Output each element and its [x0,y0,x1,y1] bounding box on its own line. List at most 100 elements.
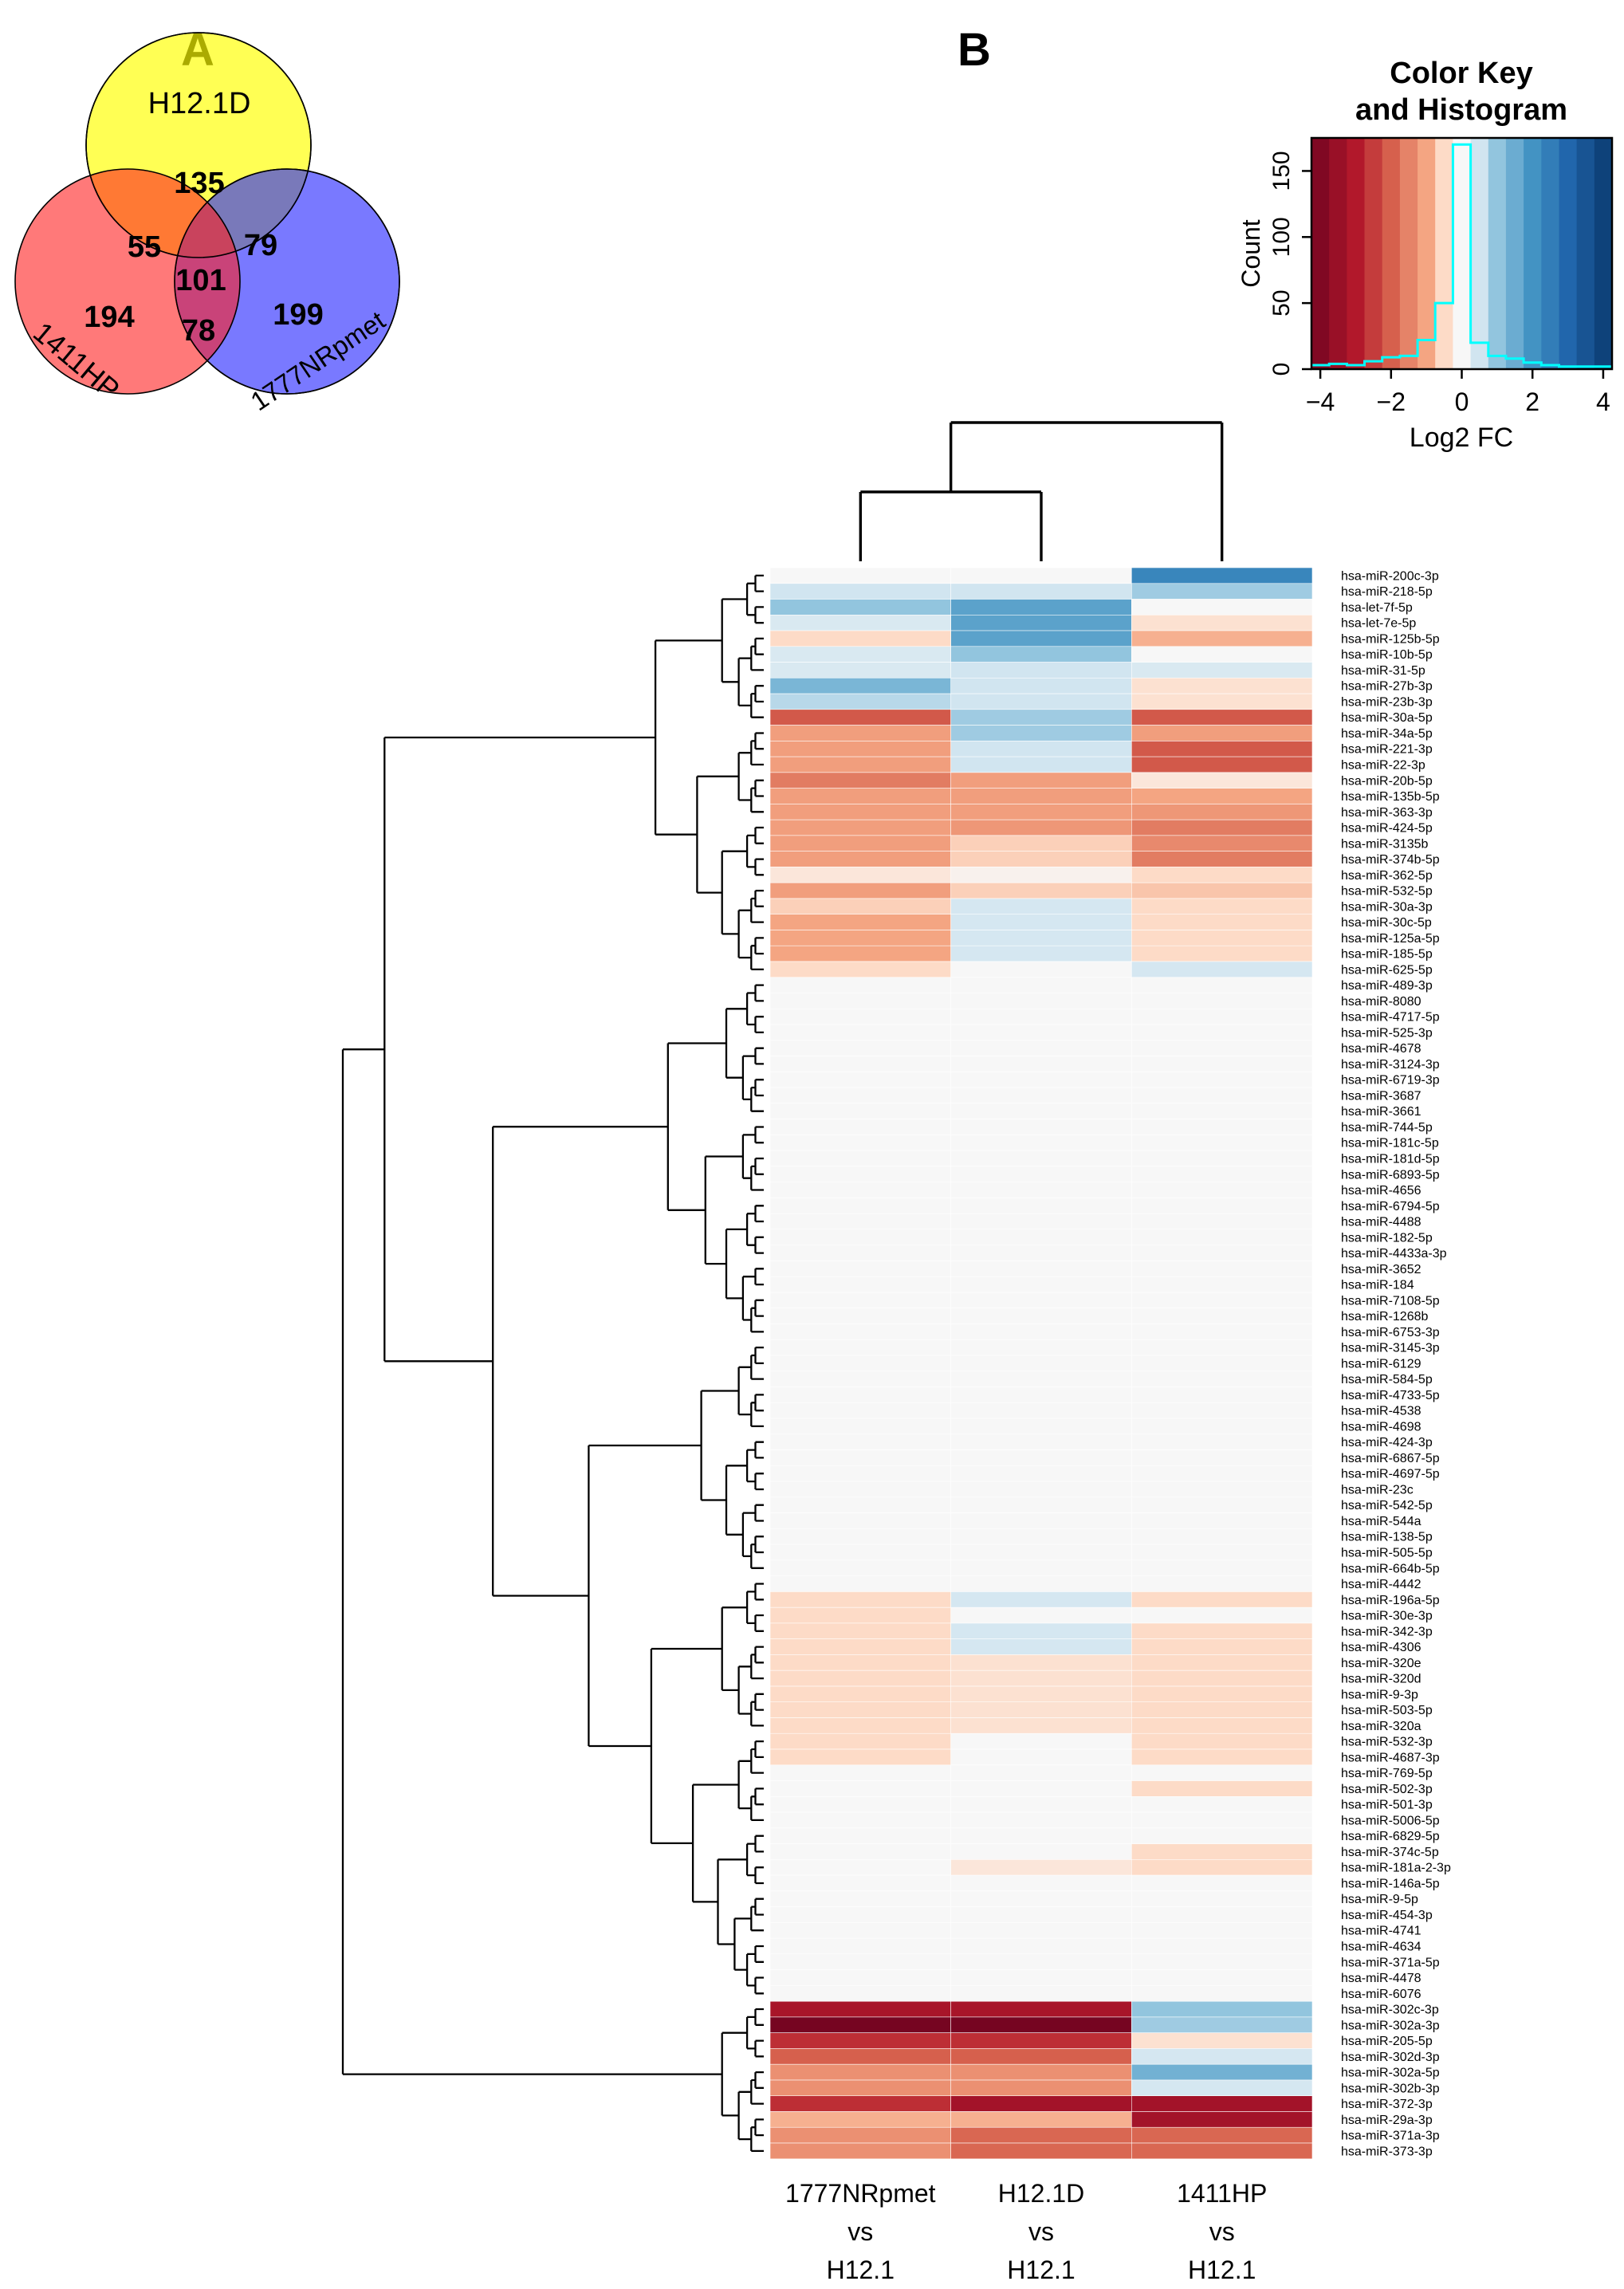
heatmap-cell [1131,1386,1313,1403]
heatmap-cell [769,914,951,930]
heatmap-cell [1131,1323,1313,1340]
heatmap-cell [1131,1497,1313,1513]
heatmap-cell [1131,898,1313,915]
heatmap-cell [1131,1056,1313,1072]
heatmap-cell [769,2111,951,2128]
row-label: hsa-miR-8080 [1341,995,1421,1009]
heatmap-cell [1131,1040,1313,1056]
row-label: hsa-miR-373-3p [1341,2145,1433,2158]
heatmap-cell [950,583,1132,600]
heatmap-cell [950,898,1132,915]
row-label: hsa-miR-6829-5p [1341,1830,1440,1843]
heatmap-cell [950,2032,1132,2049]
heatmap-cell [1131,709,1313,726]
row-label: hsa-miR-6076 [1341,1988,1421,2001]
row-label: hsa-miR-4538 [1341,1405,1421,1418]
heatmap-cell [950,1906,1132,1923]
heatmap-cell [769,1308,951,1324]
heatmap-cell [950,599,1132,616]
heatmap-cell [769,1717,951,1734]
heatmap-cell [950,1371,1132,1387]
heatmap-cell [1131,1969,1313,1986]
heatmap-cell [769,1843,951,1860]
color-key-band [1399,138,1418,369]
heatmap-cell [950,1119,1132,1135]
heatmap-cell [1131,835,1313,852]
row-label: hsa-miR-4678 [1341,1042,1421,1056]
row-label: hsa-miR-4697-5p [1341,1468,1440,1481]
heatmap-cell [950,1512,1132,1529]
heatmap-cell [1131,614,1313,631]
heatmap-cell [769,741,951,757]
heatmap-cell [769,1544,951,1561]
heatmap-cell [1131,851,1313,867]
row-label: hsa-miR-532-3p [1341,1736,1433,1749]
heatmap-cell [950,1386,1132,1403]
heatmap-cell [950,961,1132,978]
row-label: hsa-miR-302b-3p [1341,2082,1440,2095]
heatmap-cell [769,851,951,867]
heatmap-cell [1131,725,1313,741]
row-label: hsa-miR-302a-3p [1341,2019,1440,2032]
heatmap-cell [1131,630,1313,647]
column-label: H12.1 [1007,2256,1075,2284]
heatmap-cell [950,1449,1132,1466]
heatmap-cell [950,867,1132,883]
row-label: hsa-miR-181a-2-3p [1341,1862,1451,1875]
heatmap-cell [769,867,951,883]
row-label: hsa-miR-30e-3p [1341,1610,1433,1623]
row-label: hsa-miR-125b-5p [1341,632,1440,646]
heatmap-cell [1131,1434,1313,1450]
heatmap-cell [769,1528,951,1545]
heatmap-cell [769,2063,951,2081]
row-label: hsa-miR-23b-3p [1341,696,1433,710]
heatmap-cell [1131,1559,1313,1577]
heatmap-cell [769,930,951,946]
heatmap-cell [769,1213,951,1230]
heatmap-cell [950,1150,1132,1167]
heatmap-cell [950,1024,1132,1041]
row-label: hsa-miR-30a-3p [1341,900,1433,914]
heatmap-cell [1131,662,1313,678]
heatmap-cell [950,1717,1132,1734]
heatmap-cell [1131,2016,1313,2033]
heatmap-cell [1131,2126,1313,2144]
heatmap-cell [769,2095,951,2112]
heatmap-cell [769,1670,951,1687]
heatmap-cell [769,599,951,616]
heatmap-cell [950,1528,1132,1545]
row-label: hsa-miR-4733-5p [1341,1389,1440,1402]
row-label: hsa-miR-30c-5p [1341,916,1432,930]
row-label: hsa-miR-9-3p [1341,1688,1418,1701]
row-label: hsa-miR-6719-3p [1341,1074,1440,1087]
row-label: hsa-miR-138-5p [1341,1531,1433,1544]
heatmap-cell [769,1796,951,1813]
heatmap-cell [769,1402,951,1419]
heatmap-cell [769,1040,951,1056]
row-label: hsa-miR-9-5p [1341,1893,1418,1906]
heatmap-cell [769,1559,951,1577]
color-key-band [1347,138,1366,369]
heatmap-cell [950,1402,1132,1419]
heatmap-cell [1131,583,1313,600]
heatmap-cell [769,1575,951,1592]
heatmap-cell [769,1135,951,1151]
heatmap-cell [769,2142,951,2160]
heatmap-cell [769,756,951,773]
heatmap-cell [950,1339,1132,1356]
heatmap-cell [1131,1906,1313,1923]
row-label: hsa-miR-146a-5p [1341,1878,1440,1891]
row-label: hsa-miR-34a-5p [1341,727,1433,741]
venn-circle-1411hp [14,168,241,395]
heatmap-cell [769,1953,951,1970]
column-label: vs [1028,2217,1054,2246]
row-label: hsa-miR-503-5p [1341,1704,1433,1717]
heatmap-cell [950,945,1132,962]
heatmap-cell [950,1245,1132,1261]
heatmap-cell [950,835,1132,852]
row-label: hsa-miR-3661 [1341,1105,1421,1119]
heatmap-cell [950,1465,1132,1482]
heatmap-cell [769,1009,951,1025]
color-key-band [1505,138,1524,369]
row-label: hsa-miR-4717-5p [1341,1011,1440,1025]
